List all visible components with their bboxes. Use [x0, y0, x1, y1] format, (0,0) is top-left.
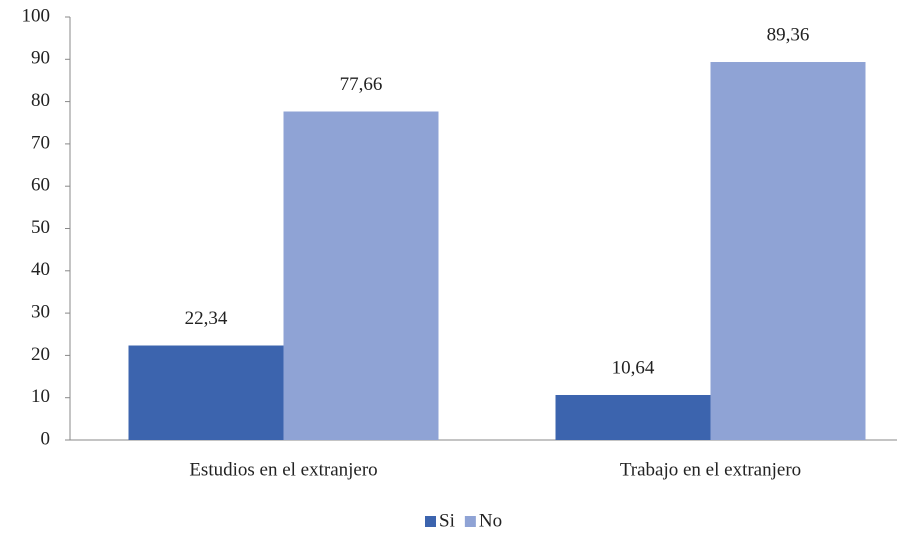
y-tick-label: 90: [31, 48, 50, 69]
x-tick-label: Estudios en el extranjero: [189, 459, 377, 480]
bar: [128, 345, 284, 440]
y-tick-label: 30: [31, 301, 50, 322]
y-tick-label: 40: [31, 259, 50, 280]
bar: [555, 394, 711, 440]
data-label: 10,64: [612, 357, 655, 378]
x-tick-label: Trabajo en el extranjero: [620, 459, 801, 480]
data-label: 22,34: [185, 308, 228, 329]
legend-swatch: [464, 516, 476, 527]
data-label: 77,66: [340, 74, 383, 95]
legend-label: No: [479, 510, 502, 531]
y-tick-label: 70: [31, 132, 50, 153]
y-tick-label: 100: [22, 5, 51, 26]
y-tick-label: 20: [31, 344, 50, 365]
data-label: 89,36: [767, 24, 810, 45]
y-tick-label: 0: [41, 428, 51, 449]
y-tick-label: 10: [31, 386, 50, 407]
legend-label: Si: [439, 510, 455, 531]
y-tick-label: 80: [31, 90, 50, 111]
bar: [283, 111, 439, 440]
bar: [710, 62, 866, 440]
legend-swatch: [425, 516, 436, 527]
y-tick-label: 60: [31, 175, 50, 196]
y-tick-label: 50: [31, 217, 50, 238]
